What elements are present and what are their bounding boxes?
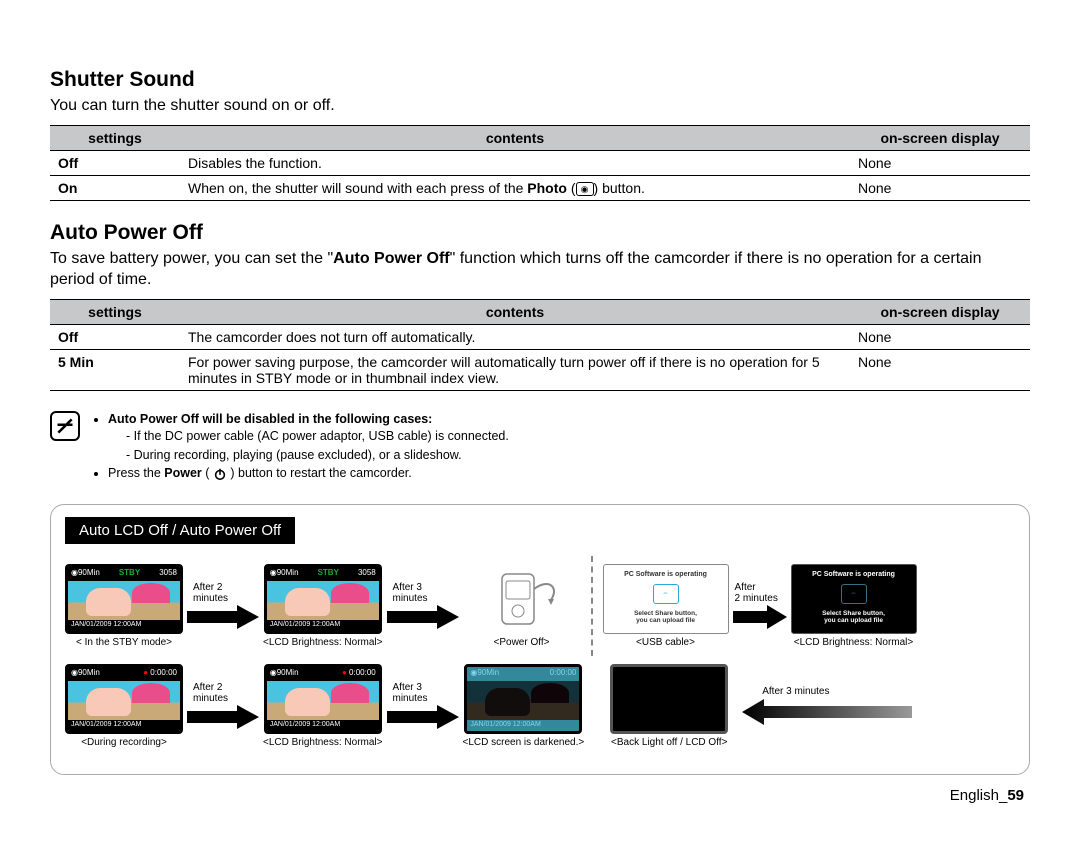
thumb-stby: ◉90MinSTBY3058 JAN/01/2009 12:00AM [65,564,183,634]
flow-divider [591,556,593,656]
thumb-off [610,664,728,734]
back-arrow-icon [742,699,912,725]
section1-desc: You can turn the shutter sound on or off… [50,96,1030,117]
device-poweroff [463,564,581,634]
manual-page: Shutter Sound You can turn the shutter s… [0,0,1080,834]
row-on-setting: On [50,175,180,200]
section2-desc: To save battery power, you can set the "… [50,249,1030,291]
note-bullet2: Press the Power ( ) button to restart th… [108,465,509,483]
arrow-4: After 2 minutes [187,682,259,729]
auto-power-off-table: settings contents on-screen display Off … [50,299,1030,391]
flow-row-1: ◉90MinSTBY3058 JAN/01/2009 12:00AM < In … [65,556,1015,656]
row2-5min-content: For power saving purpose, the camcorder … [180,349,850,390]
th-display: on-screen display [850,125,1030,150]
note-sub1: If the DC power cable (AC power adaptor,… [126,428,509,446]
arrow-5: After 3 minutes [387,682,459,729]
caption-lcd-2: <LCD Brightness: Normal> [263,737,383,748]
row-off-setting: Off [50,150,180,175]
thumb-darkened: ◉90Min0:00:00 JAN/01/2009 12:00AM [464,664,582,734]
note-icon [50,411,80,441]
arrow-1: After 2 minutes [187,582,259,629]
section1-title: Shutter Sound [50,68,1030,92]
note-sub2: During recording, playing (pause exclude… [126,447,509,465]
caption-off: <Back Light off / LCD Off> [611,737,727,748]
row2-off-setting: Off [50,324,180,349]
th-contents2: contents [180,299,850,324]
row-on-content: When on, the shutter will sound with eac… [180,175,850,200]
caption-lcd-1: <LCD Brightness: Normal> [263,637,383,648]
shutter-sound-table: settings contents on-screen display Off … [50,125,1030,201]
thumb-usb-white: PC Software is operating ⇔ Select Share … [603,564,729,634]
diagram-box: Auto LCD Off / Auto Power Off ◉90MinSTBY… [50,504,1030,775]
thumb-usb-black: PC Software is operating ⇔ Select Share … [791,564,917,634]
th-display2: on-screen display [850,299,1030,324]
thumb-recording: ◉90Min● 0:00:00 JAN/01/2009 12:00AM [65,664,183,734]
th-settings2: settings [50,299,180,324]
caption-darkened: <LCD screen is darkened.> [463,737,585,748]
caption-recording: <During recording> [81,737,167,748]
caption-usb: <USB cable> [636,637,695,648]
thumb-lcd-normal-2: ◉90Min● 0:00:00 JAN/01/2009 12:00AM [264,664,382,734]
note-bullet1: Auto Power Off will be disabled in the f… [108,412,432,426]
row-off-content: Disables the function. [180,150,850,175]
thumb-lcd-normal-1: ◉90MinSTBY3058 JAN/01/2009 12:00AM [264,564,382,634]
caption-poweroff: <Power Off> [494,637,550,648]
page-footer: English_59 [50,787,1030,804]
arrow-3: After2 minutes [733,582,787,629]
caption-stby: < In the STBY mode> [76,637,172,648]
th-contents: contents [180,125,850,150]
row2-5min-setting: 5 Min [50,349,180,390]
notes-block: Auto Power Off will be disabled in the f… [50,411,1030,484]
row-on-display: None [850,175,1030,200]
diagram-title: Auto LCD Off / Auto Power Off [65,517,295,544]
flow-row-2: ◉90Min● 0:00:00 JAN/01/2009 12:00AM <Dur… [65,664,1015,748]
arrow-2: After 3 minutes [387,582,459,629]
row2-5min-display: None [850,349,1030,390]
th-settings: settings [50,125,180,150]
section2-title: Auto Power Off [50,221,1030,245]
photo-icon [576,182,594,196]
row2-off-content: The camcorder does not turn off automati… [180,324,850,349]
back-arrow-label: After 3 minutes [742,686,829,697]
caption-usb-lcd: <LCD Brightness: Normal> [794,637,914,648]
row-off-display: None [850,150,1030,175]
power-icon [213,467,227,481]
row2-off-display: None [850,324,1030,349]
